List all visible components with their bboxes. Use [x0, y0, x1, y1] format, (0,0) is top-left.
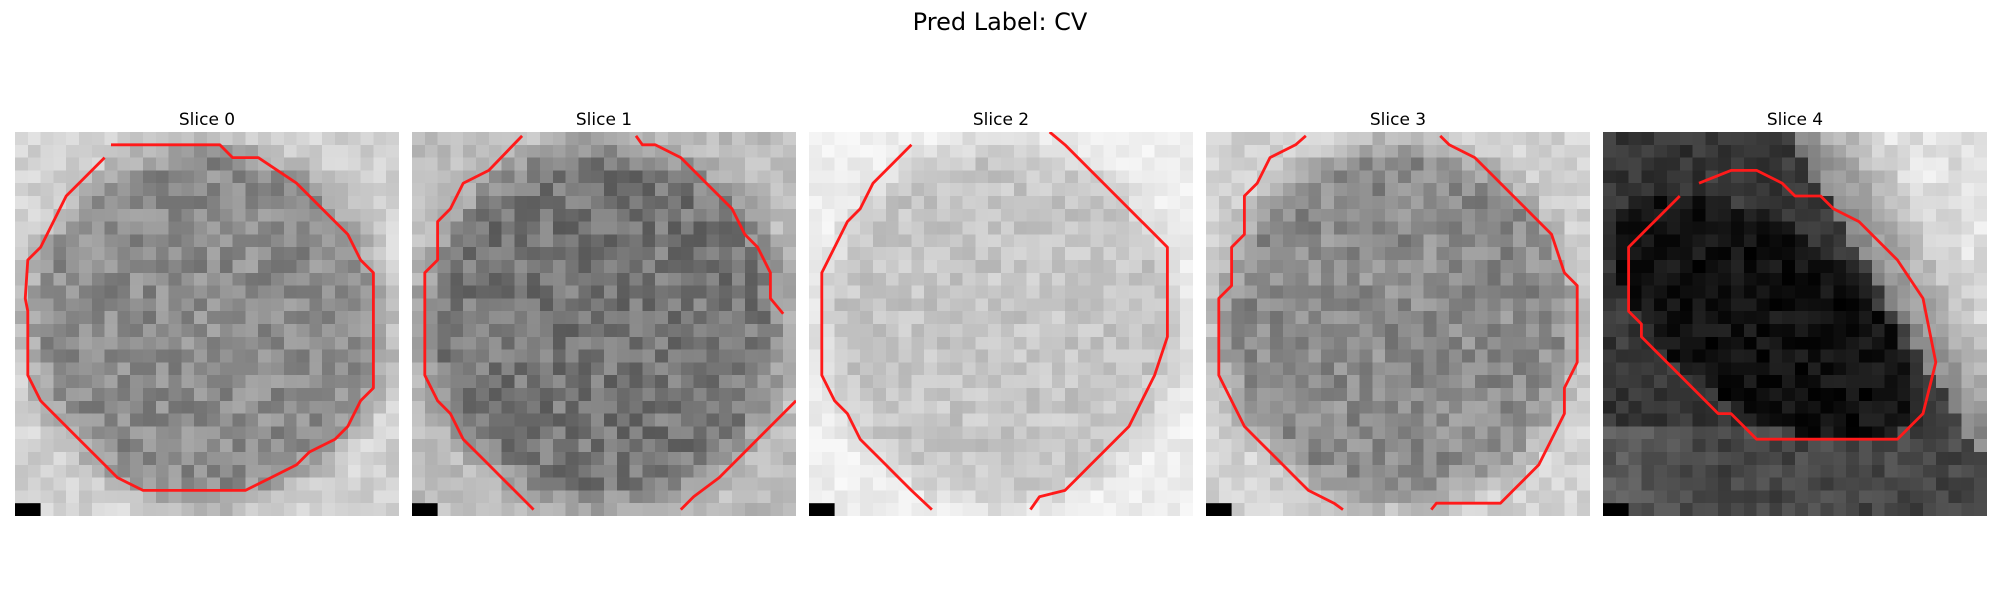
slice-panel-0: Slice 0: [15, 108, 399, 516]
pixel-grid: [412, 132, 796, 516]
contour-line: [1029, 132, 1169, 511]
contour-line: [679, 399, 796, 511]
corner-marker: [1206, 503, 1232, 516]
slice-title: Slice 3: [1369, 110, 1427, 130]
corner-marker: [809, 503, 835, 516]
corner-marker: [412, 503, 438, 516]
contour-line: [423, 134, 535, 511]
pixel-grid: [15, 132, 399, 516]
pixel-grid: [809, 132, 1193, 516]
contour-line: [1430, 134, 1579, 511]
corner-marker: [1603, 503, 1629, 516]
corner-marker: [15, 503, 41, 516]
slice-title: Slice 2: [972, 110, 1030, 130]
figure-title: Pred Label: CV: [912, 8, 1088, 36]
slice-image: [1206, 132, 1590, 516]
slice-title: Slice 1: [575, 110, 633, 130]
contour-line: [634, 135, 785, 315]
contour-line: [23, 143, 375, 492]
slice-panel-4: Slice 4: [1603, 108, 1987, 516]
contour-line: [1217, 134, 1344, 511]
slice-panel-1: Slice 1: [412, 108, 796, 516]
slice-image: [412, 132, 796, 516]
pixel-grid: [1206, 132, 1590, 516]
slice-title: Slice 0: [178, 110, 236, 130]
slice-panel-2: Slice 2: [809, 108, 1193, 516]
slice-image: [1603, 132, 1987, 516]
slice-panel-3: Slice 3: [1206, 108, 1590, 516]
contour-line: [1627, 168, 1938, 441]
contour-line: [820, 143, 933, 511]
pixel-grid: [1603, 132, 1987, 516]
slice-image: [809, 132, 1193, 516]
slice-image: [15, 132, 399, 516]
slice-title: Slice 4: [1766, 110, 1824, 130]
